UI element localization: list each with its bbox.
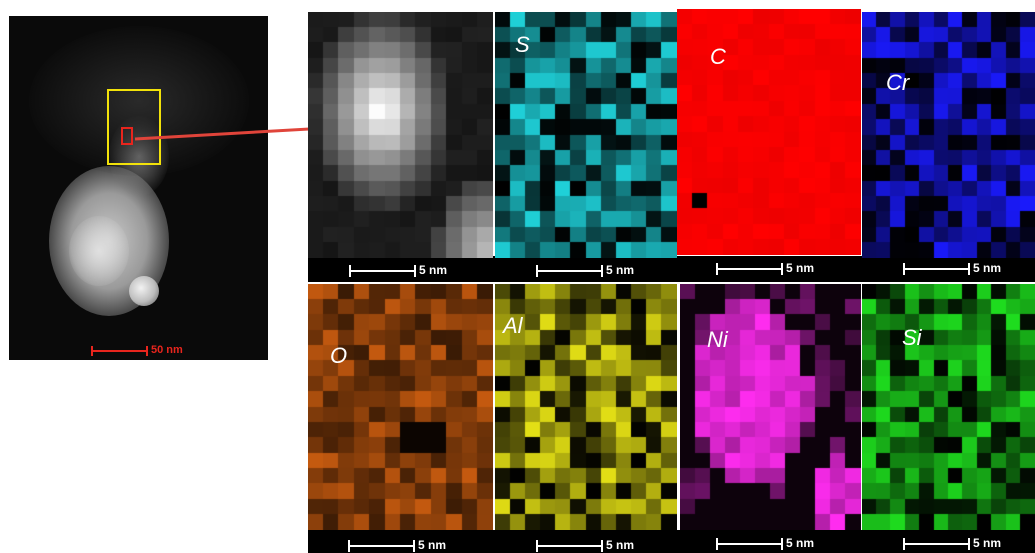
scale-label-ni: 5 nm bbox=[786, 536, 815, 550]
scale-label-s: 5 nm bbox=[606, 263, 635, 277]
chromium-map bbox=[862, 12, 1035, 258]
carbon-map bbox=[677, 9, 861, 255]
label-si: Si bbox=[902, 325, 922, 350]
nickel-map bbox=[680, 284, 861, 530]
overview-scale-label: 50 nm bbox=[151, 344, 183, 356]
scale-label-c: 5 nm bbox=[786, 261, 815, 275]
scale-label-al: 5 nm bbox=[606, 538, 635, 552]
haadf-map bbox=[308, 12, 493, 258]
label-al: Al bbox=[503, 313, 523, 338]
sulfur-map bbox=[495, 12, 677, 258]
scale-label-si: 5 nm bbox=[973, 536, 1002, 550]
scale-label-o: 5 nm bbox=[418, 538, 447, 552]
aluminum-map bbox=[495, 284, 677, 530]
label-ni: Ni bbox=[707, 327, 728, 352]
label-cr: Cr bbox=[886, 70, 910, 95]
label-o: O bbox=[330, 343, 348, 368]
selection-box-region bbox=[107, 89, 161, 165]
scale-label-cr: 5 nm bbox=[973, 261, 1002, 275]
selection-box-mapped-area bbox=[121, 127, 133, 145]
overview-stem-image: 50 nm bbox=[9, 16, 268, 360]
oxygen-map bbox=[308, 284, 493, 530]
silicon-map bbox=[862, 284, 1035, 530]
label-s: S bbox=[515, 32, 530, 57]
scale-label-haadf: 5 nm bbox=[419, 263, 448, 277]
scale-strip-bottom bbox=[308, 530, 1035, 553]
label-c: C bbox=[710, 44, 726, 69]
